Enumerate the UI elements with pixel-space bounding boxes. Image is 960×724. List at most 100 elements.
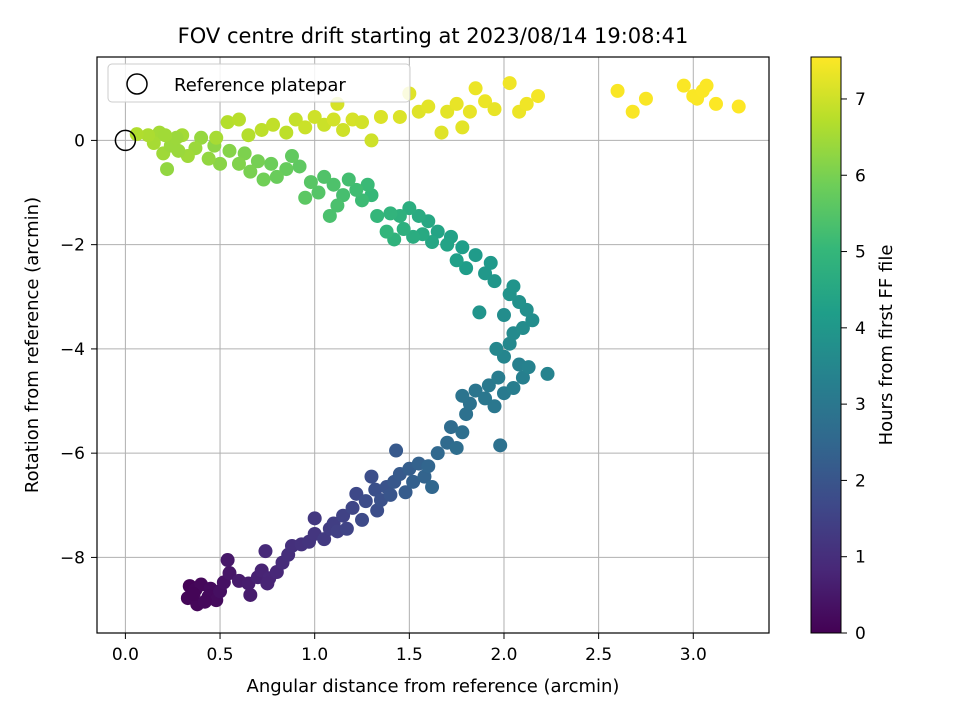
data-point xyxy=(487,274,502,289)
data-point xyxy=(158,128,173,143)
data-point xyxy=(489,341,504,356)
data-point xyxy=(430,446,445,461)
data-point xyxy=(269,169,284,184)
data-point xyxy=(358,494,373,509)
colorbar-tick-label: 4 xyxy=(855,319,866,339)
data-point xyxy=(250,154,265,169)
scatter-points xyxy=(129,76,746,612)
data-point xyxy=(355,512,370,527)
data-point xyxy=(373,109,388,124)
data-point xyxy=(220,553,235,568)
data-point xyxy=(201,151,216,166)
data-point xyxy=(519,96,534,111)
data-point xyxy=(169,130,184,145)
data-point xyxy=(449,253,464,268)
plot-frame xyxy=(96,56,770,634)
data-point xyxy=(502,76,517,91)
data-point xyxy=(496,308,511,323)
data-point xyxy=(481,378,496,393)
colorbar-tick-label: 2 xyxy=(855,471,866,491)
y-tick-label: −2 xyxy=(60,236,85,256)
data-point xyxy=(411,208,426,223)
data-point xyxy=(478,266,493,281)
data-point xyxy=(459,261,474,276)
data-point xyxy=(506,381,521,396)
data-point xyxy=(336,122,351,137)
data-point xyxy=(512,294,527,309)
data-point xyxy=(638,91,653,106)
legend: Reference platepar xyxy=(107,63,411,103)
data-point xyxy=(364,133,379,148)
data-point xyxy=(303,175,318,190)
x-tick-label: 1.5 xyxy=(396,645,423,665)
data-point xyxy=(364,469,379,484)
data-point xyxy=(330,198,345,213)
data-point xyxy=(355,193,370,208)
data-point xyxy=(360,177,375,192)
data-point xyxy=(349,486,364,501)
reference-platepar-marker xyxy=(114,129,137,152)
data-point xyxy=(383,487,398,502)
legend-marker-reference xyxy=(126,73,148,95)
data-point xyxy=(406,229,421,244)
data-point xyxy=(326,112,341,127)
data-point xyxy=(455,388,470,403)
data-point xyxy=(392,109,407,124)
legend-label-reference: Reference platepar xyxy=(174,75,346,96)
colorbar-tick-label: 5 xyxy=(855,243,866,263)
data-point xyxy=(493,438,508,453)
data-point xyxy=(307,511,322,526)
data-point xyxy=(355,115,370,130)
data-point xyxy=(525,313,540,328)
data-point xyxy=(141,128,156,143)
data-point xyxy=(455,120,470,135)
data-point xyxy=(487,102,502,117)
data-point xyxy=(368,482,383,497)
data-point xyxy=(491,370,506,385)
data-point xyxy=(625,104,640,119)
data-point xyxy=(540,366,555,381)
data-point xyxy=(243,164,258,179)
legend-box xyxy=(107,63,411,103)
data-point xyxy=(506,279,521,294)
data-point xyxy=(531,89,546,104)
data-point xyxy=(425,235,440,250)
x-tick-label: 2.0 xyxy=(490,645,517,665)
data-point xyxy=(708,96,723,111)
data-point xyxy=(455,240,470,255)
data-point xyxy=(430,224,445,239)
colorbar-label: Hours from first FF file xyxy=(876,245,897,446)
colorbar-tick-label: 3 xyxy=(855,395,866,415)
data-point xyxy=(402,201,417,216)
data-point xyxy=(462,104,477,119)
data-point xyxy=(336,508,351,523)
data-point xyxy=(455,425,470,440)
data-point xyxy=(197,594,212,609)
x-tick-label: 3.0 xyxy=(680,645,707,665)
data-point xyxy=(311,185,326,200)
data-point xyxy=(260,576,275,591)
data-point xyxy=(298,120,313,135)
data-point xyxy=(160,162,175,177)
data-point xyxy=(279,162,294,177)
data-point xyxy=(186,586,201,601)
data-point xyxy=(256,172,271,187)
colorbar: 0 1 2 3 4 5 6 7 xyxy=(810,56,866,644)
data-point xyxy=(440,237,455,252)
y-tick-label: −8 xyxy=(60,548,85,568)
data-point xyxy=(222,566,237,581)
data-point xyxy=(379,224,394,239)
data-point xyxy=(731,99,746,114)
data-point xyxy=(468,81,483,96)
data-point xyxy=(243,587,258,602)
data-point xyxy=(279,125,294,140)
data-point xyxy=(406,474,421,489)
data-point xyxy=(610,83,625,98)
data-point xyxy=(515,321,530,336)
data-point xyxy=(264,156,279,171)
data-point xyxy=(449,440,464,455)
data-point xyxy=(254,122,269,137)
x-tick-label: 2.5 xyxy=(585,645,612,665)
